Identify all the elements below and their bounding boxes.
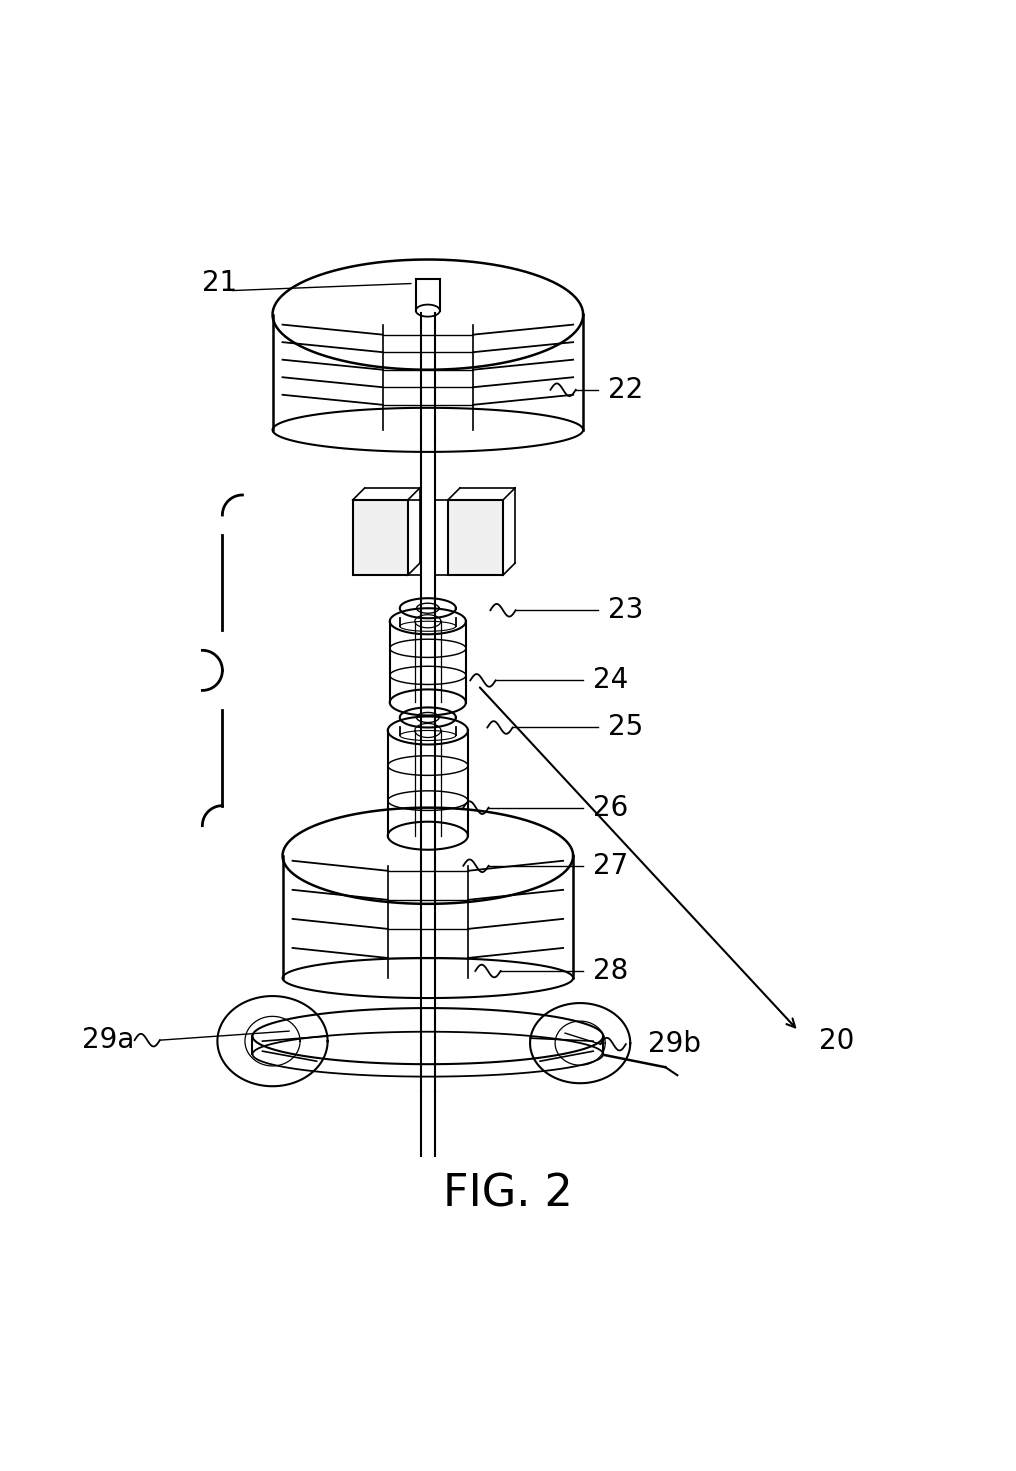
Text: 29a: 29a <box>82 1027 134 1055</box>
Text: 21: 21 <box>202 269 238 297</box>
Text: 25: 25 <box>609 713 643 741</box>
Text: 23: 23 <box>609 596 643 624</box>
Bar <box>448 500 503 575</box>
Bar <box>353 500 407 575</box>
Text: 24: 24 <box>593 666 629 694</box>
Text: 22: 22 <box>609 375 643 403</box>
Text: 27: 27 <box>593 852 629 880</box>
Text: 29b: 29b <box>648 1030 701 1058</box>
Text: FIG. 2: FIG. 2 <box>443 1172 573 1217</box>
Text: 20: 20 <box>819 1027 854 1055</box>
Text: 28: 28 <box>593 958 629 986</box>
Text: 26: 26 <box>593 794 629 822</box>
